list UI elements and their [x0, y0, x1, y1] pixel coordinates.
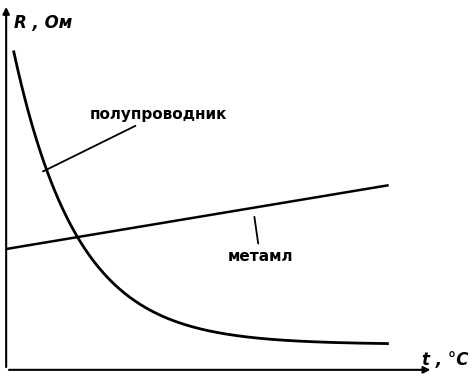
Text: t , °C: t , °C: [422, 351, 468, 369]
Text: R , Ом: R , Ом: [14, 14, 72, 32]
Text: полупроводник: полупроводник: [43, 107, 228, 171]
Text: метамл: метамл: [228, 217, 293, 264]
